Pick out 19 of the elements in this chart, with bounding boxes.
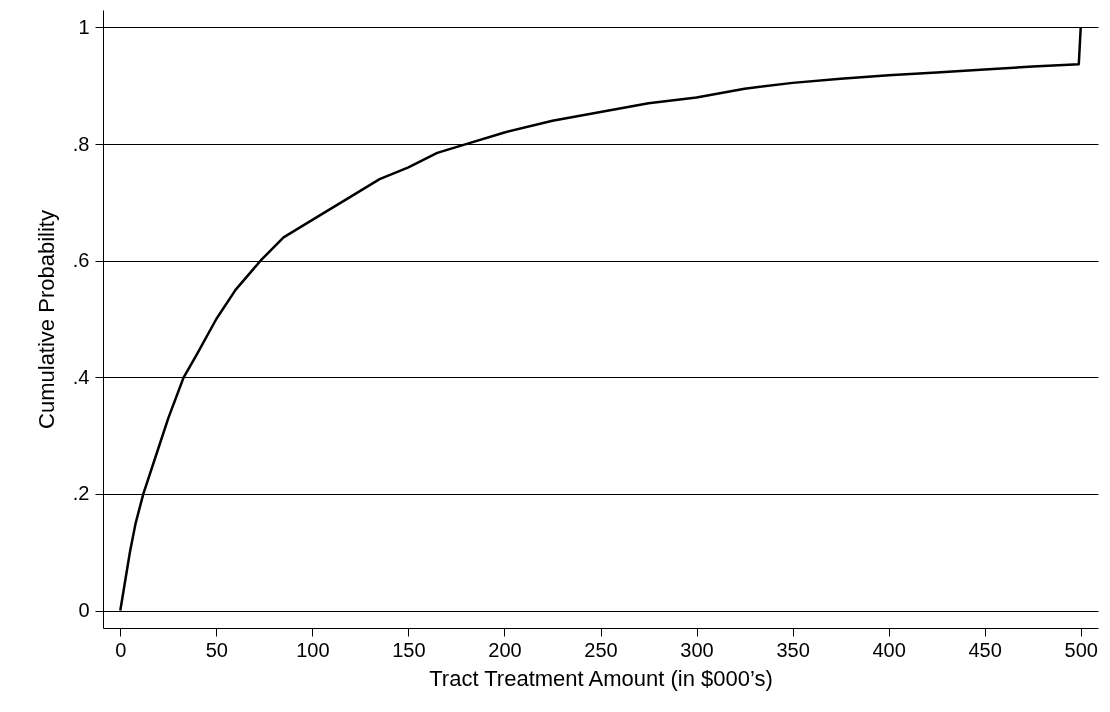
x-tick-label: 250 bbox=[584, 638, 618, 661]
x-axis-title: Tract Treatment Amount (in $000’s) bbox=[429, 665, 773, 691]
x-tick-label: 100 bbox=[296, 638, 330, 661]
y-tick-label: 1 bbox=[78, 15, 90, 38]
y-tick-label: .4 bbox=[72, 365, 90, 388]
x-tick-label: 50 bbox=[205, 638, 228, 661]
x-tick-label: 200 bbox=[488, 638, 522, 661]
x-tick-label: 300 bbox=[680, 638, 714, 661]
x-tick-label: 450 bbox=[968, 638, 1002, 661]
x-tick-label: 400 bbox=[872, 638, 906, 661]
y-axis-title: Cumulative Probability bbox=[33, 210, 59, 429]
y-tick-label: .2 bbox=[72, 482, 90, 505]
x-tick-label: 500 bbox=[1064, 638, 1098, 661]
x-tick-label: 0 bbox=[115, 638, 127, 661]
x-tick-label: 150 bbox=[392, 638, 426, 661]
y-tick-label: .8 bbox=[72, 132, 90, 155]
x-tick-label: 350 bbox=[776, 638, 810, 661]
y-tick-label: .6 bbox=[72, 249, 90, 272]
y-tick-label: 0 bbox=[78, 599, 90, 622]
